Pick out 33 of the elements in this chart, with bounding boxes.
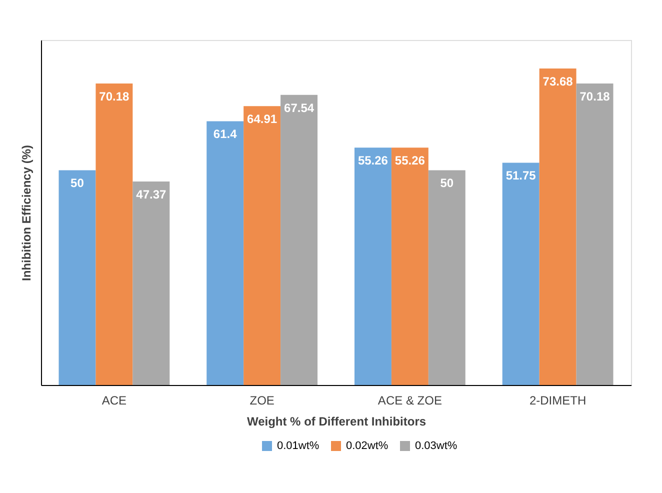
data-label: 61.4 bbox=[213, 127, 238, 142]
data-label: 64.91 bbox=[247, 112, 278, 126]
bar bbox=[391, 148, 428, 385]
bar bbox=[539, 68, 576, 385]
bar bbox=[244, 106, 281, 385]
data-label: 55.26 bbox=[394, 154, 426, 168]
bar bbox=[58, 170, 96, 385]
legend-label: 0.03wt% bbox=[415, 440, 458, 452]
bar bbox=[96, 84, 133, 385]
bar bbox=[206, 121, 244, 385]
legend-label: 0.01wt% bbox=[277, 440, 320, 452]
legend-label: 0.02wt% bbox=[346, 440, 388, 452]
bar bbox=[428, 170, 466, 385]
data-label: 50 bbox=[440, 176, 454, 190]
x-axis-title: Weight % of Different Inhibitors bbox=[246, 414, 426, 428]
data-label: 70.18 bbox=[99, 90, 130, 104]
data-label: 47.37 bbox=[136, 188, 167, 202]
bar bbox=[576, 84, 614, 385]
data-label: 73.68 bbox=[542, 74, 574, 88]
x-tick-label: 2-DIMETH bbox=[529, 394, 586, 408]
data-label: 51.75 bbox=[506, 168, 536, 183]
data-label: 67.54 bbox=[284, 100, 314, 115]
bar bbox=[502, 162, 540, 385]
bar bbox=[132, 182, 170, 385]
x-tick-label: ZOE bbox=[250, 394, 274, 408]
bar bbox=[280, 94, 318, 385]
x-tick-label: ACE bbox=[102, 394, 127, 408]
bar bbox=[354, 148, 392, 385]
x-tick-label: ACE & ZOE bbox=[378, 394, 442, 408]
data-label: 50 bbox=[70, 176, 84, 190]
y-axis-title: Inhibition Efficiency (%) bbox=[20, 144, 34, 282]
data-label: 55.26 bbox=[358, 154, 388, 168]
data-label: 70.18 bbox=[580, 90, 610, 104]
